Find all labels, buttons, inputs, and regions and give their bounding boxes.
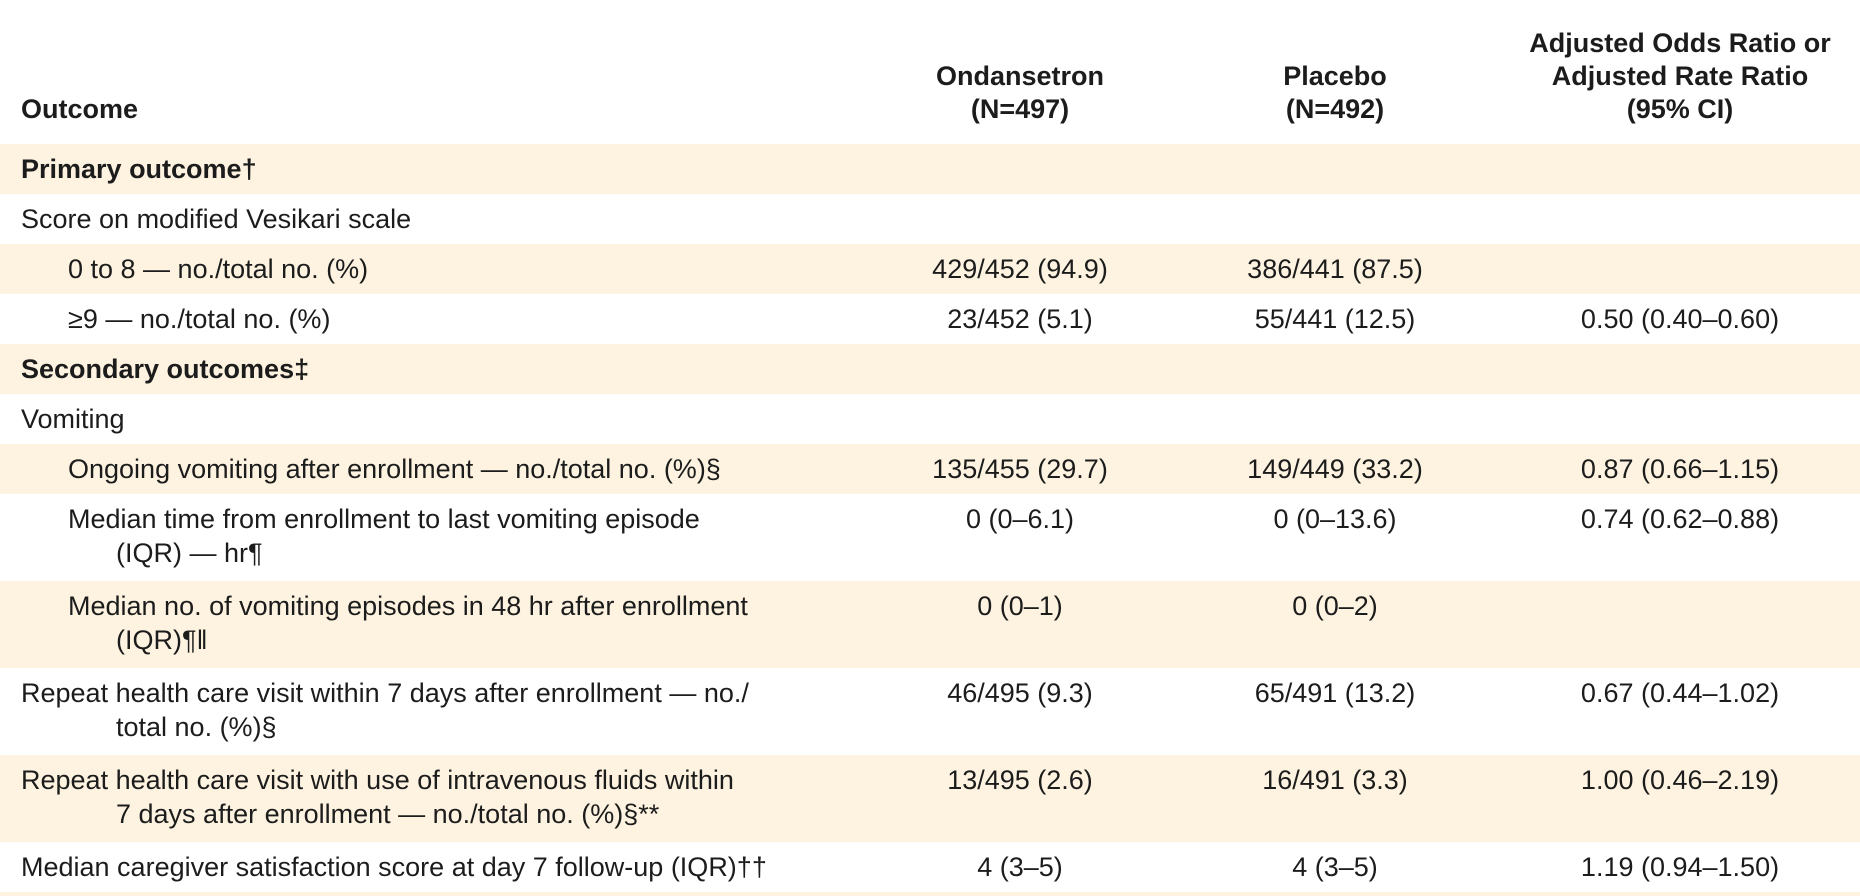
outcome-label-cell: Score on modified Vesikari scale xyxy=(0,194,870,244)
header-row: Outcome Ondansetron (N=497) Placebo (N=492) A… xyxy=(0,0,1860,144)
aor-value-cell xyxy=(1500,194,1860,244)
aor-value-cell xyxy=(1500,344,1860,394)
outcome-label-line: Repeat health care visit with use of int… xyxy=(21,765,734,795)
outcome-label-line: Ongoing vomiting after enrollment — no./… xyxy=(68,454,721,484)
ondansetron-value-cell: 0 (0–1) xyxy=(977,591,1063,621)
column-header-line: Adjusted Odds Ratio or xyxy=(1529,28,1831,58)
outcome-label-cell: Median time from enrollment to last vomi… xyxy=(0,494,870,581)
column-header-aor: Adjusted Odds Ratio or Adjusted Rate Rati… xyxy=(1500,0,1860,144)
aor-value-cell xyxy=(1500,394,1860,444)
column-header-line: Placebo xyxy=(1283,61,1387,91)
table-row: Median no. of vomiting episodes in 48 hr… xyxy=(0,581,1860,668)
placebo-value-cell: 0 (0–13.6) xyxy=(1273,504,1397,534)
ondansetron-value-cell: 429/452 (94.9) xyxy=(932,254,1108,284)
outcome-label-line: total no. (%)§ xyxy=(116,712,277,742)
ondansetron-value-cell: 0 (0–6.1) xyxy=(965,504,1075,534)
column-header-outcome: Outcome xyxy=(0,0,870,144)
column-header-line: Adjusted Rate Ratio xyxy=(1551,61,1809,91)
column-header-line: (N=492) xyxy=(1285,94,1385,124)
column-header-line: Ondansetron xyxy=(935,61,1104,91)
outcome-label-cell xyxy=(0,892,870,896)
table-row: Repeat health care visit within 7 days a… xyxy=(0,668,1860,755)
placebo-value-cell xyxy=(1170,344,1500,394)
placebo-value-cell: 16/491 (3.3) xyxy=(1262,765,1408,795)
aor-value-cell: 0.87 (0.66–1.15) xyxy=(1580,454,1780,484)
section-header-cell: Secondary outcomes‡ xyxy=(0,344,870,394)
ondansetron-value-cell xyxy=(870,194,1170,244)
ondansetron-value-cell: 13/495 (2.6) xyxy=(947,765,1093,795)
table-row: Ongoing vomiting after enrollment — no./… xyxy=(0,444,1860,494)
outcome-label-cell: Repeat health care visit within 7 days a… xyxy=(0,668,870,755)
placebo-value-cell: 65/491 (13.2) xyxy=(1254,678,1416,708)
aor-value-cell xyxy=(1500,244,1860,294)
aor-value-cell xyxy=(1500,144,1860,194)
placebo-value-cell xyxy=(1170,194,1500,244)
placebo-value-cell: 0 (0–2) xyxy=(1292,591,1378,621)
ondansetron-value-cell: 23/452 (5.1) xyxy=(947,304,1093,334)
table-row: Vomiting xyxy=(0,394,1860,444)
table-body: Primary outcome† Score on modified Vesika… xyxy=(0,144,1860,896)
table-row: 0 to 8 — no./total no. (%) 429/452 (94.9)… xyxy=(0,244,1860,294)
outcome-label-cell: Median caregiver satisfaction score at d… xyxy=(0,842,870,892)
outcome-label-line: (IQR) — hr¶ xyxy=(116,538,263,568)
aor-value-cell: 0.50 (0.40–0.60) xyxy=(1580,304,1780,334)
table-row: ≥9 — no./total no. (%) 23/452 (5.1) 55/441… xyxy=(0,294,1860,344)
aor-value-cell: 0.74 (0.62–0.88) xyxy=(1580,504,1780,534)
outcome-label-line: Score on modified Vesikari scale xyxy=(21,204,412,234)
outcome-label-cell: Ongoing vomiting after enrollment — no./… xyxy=(0,444,870,494)
outcome-label-line: Median time from enrollment to last vomi… xyxy=(68,504,700,534)
outcome-label-line: 0 to 8 — no./total no. (%) xyxy=(68,254,369,284)
placebo-value-cell: 55/441 (12.5) xyxy=(1254,304,1416,334)
outcome-label-line: Repeat health care visit within 7 days a… xyxy=(21,678,749,708)
ondansetron-value-cell xyxy=(870,144,1170,194)
outcome-label-cell: Vomiting xyxy=(0,394,870,444)
placebo-value-cell: 386/441 (87.5) xyxy=(1247,254,1423,284)
outcome-label-line: Median no. of vomiting episodes in 48 hr… xyxy=(68,591,748,621)
outcome-label-cell: 0 to 8 — no./total no. (%) xyxy=(0,244,870,294)
placebo-value-cell: 4 (3–5) xyxy=(1292,852,1378,882)
aor-value-cell xyxy=(1500,892,1860,896)
aor-value-cell xyxy=(1500,581,1860,668)
column-header-line: (95% CI) xyxy=(1626,94,1734,124)
placebo-value-cell: 149/449 (33.2) xyxy=(1247,454,1423,484)
outcome-label-cell: ≥9 — no./total no. (%) xyxy=(0,294,870,344)
column-header-line: Outcome xyxy=(21,94,139,124)
ondansetron-value-cell: 46/495 (9.3) xyxy=(947,678,1093,708)
aor-value-cell: 1.00 (0.46–2.19) xyxy=(1580,765,1780,795)
column-header-line: (N=497) xyxy=(970,94,1070,124)
section-header-cell: Primary outcome† xyxy=(0,144,870,194)
aor-value-cell: 1.19 (0.94–1.50) xyxy=(1580,852,1780,882)
outcome-label-line: Median caregiver satisfaction score at d… xyxy=(21,852,767,882)
placebo-value-cell xyxy=(1170,394,1500,444)
outcome-label-line: Vomiting xyxy=(21,404,125,434)
aor-value-cell: 0.67 (0.44–1.02) xyxy=(1580,678,1780,708)
outcome-label-cell: Repeat health care visit with use of int… xyxy=(0,755,870,842)
table-row: Secondary outcomes‡ xyxy=(0,344,1860,394)
ondansetron-value-cell xyxy=(870,394,1170,444)
table-row: Score on modified Vesikari scale xyxy=(0,194,1860,244)
ondansetron-value-cell: 135/455 (29.7) xyxy=(932,454,1108,484)
ondansetron-value-cell: 4 (3–5) xyxy=(977,852,1063,882)
outcome-label-line: Secondary outcomes‡ xyxy=(21,354,310,384)
ondansetron-value-cell xyxy=(870,344,1170,394)
outcome-label-cell: Median no. of vomiting episodes in 48 hr… xyxy=(0,581,870,668)
table-row: Median caregiver satisfaction score at d… xyxy=(0,842,1860,892)
column-header-ondansetron: Ondansetron (N=497) xyxy=(870,0,1170,144)
partial-bottom-row xyxy=(0,892,1860,896)
table-row: Median time from enrollment to last vomi… xyxy=(0,494,1860,581)
placebo-value-cell xyxy=(1170,144,1500,194)
ondansetron-value-cell xyxy=(870,892,1170,896)
placebo-value-cell xyxy=(1170,892,1500,896)
outcome-label-line: 7 days after enrollment — no./total no. … xyxy=(116,799,660,829)
column-header-placebo: Placebo (N=492) xyxy=(1170,0,1500,144)
outcome-label-line: ≥9 — no./total no. (%) xyxy=(68,304,331,334)
table-row: Primary outcome† xyxy=(0,144,1860,194)
outcome-label-line: Primary outcome† xyxy=(21,154,257,184)
outcome-label-line: (IQR)¶‖ xyxy=(116,625,208,655)
table-row: Repeat health care visit with use of int… xyxy=(0,755,1860,842)
